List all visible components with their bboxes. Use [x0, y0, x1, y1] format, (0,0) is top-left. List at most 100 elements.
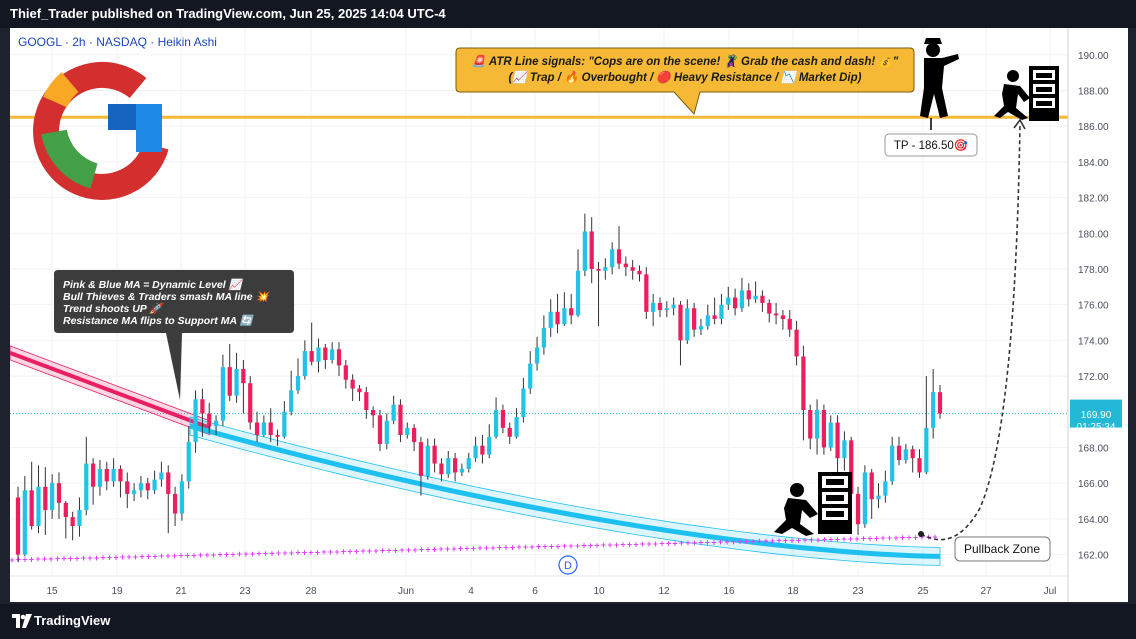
- dividend-marker[interactable]: D: [558, 555, 578, 575]
- candle-body: [179, 481, 185, 514]
- atr-dot: +: [341, 547, 346, 557]
- x-tick-label: 4: [468, 586, 474, 597]
- ma-note-line: Resistance MA flips to Support MA 🔄: [63, 314, 255, 327]
- candle-body: [56, 483, 62, 503]
- atr-dot: +: [620, 540, 625, 550]
- x-tick-label: 12: [658, 586, 670, 597]
- atr-dot: +: [315, 547, 320, 557]
- candle-body: [432, 445, 437, 464]
- atr-dot: +: [425, 545, 430, 555]
- candle-body: [514, 417, 519, 437]
- atr-dot: +: [191, 550, 196, 560]
- atr-dot: +: [107, 552, 112, 562]
- footer: TradingView: [0, 604, 1136, 639]
- thief-silhouette-pullback: [774, 472, 852, 536]
- atr-dot: +: [815, 535, 820, 545]
- atr-dot: +: [217, 550, 222, 560]
- atr-dot: +: [399, 545, 404, 555]
- candle-body: [582, 231, 587, 271]
- chart-area[interactable]: + + + + + + + + + + + + + + + + + + + + + + + + + + + + + + + + + + + + + + + +…: [9, 28, 1128, 602]
- atr-dot: +: [731, 537, 736, 547]
- x-tick-label: 19: [111, 586, 123, 597]
- atr-dot: +: [393, 545, 398, 555]
- candle-body: [596, 268, 601, 271]
- candle-body: [384, 420, 389, 444]
- candle-body: [664, 308, 669, 311]
- candle-body: [493, 409, 499, 437]
- candle-body: [931, 392, 936, 428]
- y-tick-label: 178.00: [1078, 265, 1109, 276]
- atr-dot: +: [893, 533, 898, 543]
- atr-dot: +: [120, 552, 125, 562]
- blue-ma-band: [189, 416, 941, 566]
- candle-body: [193, 399, 198, 443]
- atr-dot: +: [237, 549, 242, 559]
- candle-body: [589, 231, 594, 269]
- candle-body: [425, 445, 430, 477]
- atr-dot: +: [263, 549, 268, 559]
- atr-dot: +: [666, 539, 671, 549]
- candle-body: [15, 497, 21, 555]
- atr-dot: +: [601, 540, 606, 550]
- candle-body: [125, 481, 130, 494]
- chart-svg[interactable]: + + + + + + + + + + + + + + + + + + + + + + + + + + + + + + + + + + + + + + + +…: [9, 28, 1128, 602]
- x-tick-label: Jul: [1044, 586, 1057, 597]
- atr-dot: +: [711, 537, 716, 547]
- candle-body: [309, 351, 314, 362]
- atr-dot: +: [802, 535, 807, 545]
- atr-dot: +: [146, 551, 151, 561]
- atr-dot: +: [276, 548, 281, 558]
- atr-dot: +: [490, 543, 495, 553]
- atr-dot: +: [627, 539, 632, 549]
- y-tick-label: 184.00: [1078, 158, 1109, 169]
- atr-dot: +: [477, 543, 482, 553]
- atr-dot: +: [126, 552, 131, 562]
- atr-dot: +: [48, 554, 53, 564]
- candle-body: [207, 413, 212, 427]
- candle-body: [869, 472, 874, 500]
- atr-dot: +: [919, 532, 924, 542]
- candle-body: [644, 274, 649, 312]
- candle-body: [808, 409, 813, 439]
- candle-body: [36, 486, 41, 527]
- candle-body: [842, 440, 847, 459]
- atr-dot: +: [809, 535, 814, 545]
- y-tick-label: 166.00: [1078, 479, 1109, 490]
- candle-body: [138, 483, 144, 491]
- candle-body: [452, 458, 458, 473]
- candle-body: [548, 311, 553, 328]
- candle-body: [910, 449, 915, 459]
- atr-dot: +: [718, 537, 723, 547]
- candle-body: [172, 493, 178, 514]
- candle-body: [91, 463, 96, 487]
- candle-body: [118, 468, 123, 482]
- candle-body: [500, 409, 506, 428]
- candle-body: [521, 388, 526, 418]
- atr-dot: +: [198, 550, 203, 560]
- candle-body: [651, 302, 656, 312]
- candle-body: [767, 302, 772, 314]
- candle-body: [890, 445, 895, 482]
- atr-dot: +: [887, 533, 892, 543]
- atr-dot: +: [900, 533, 905, 543]
- candle-body: [534, 347, 540, 364]
- footer-brand: TradingView: [34, 613, 111, 628]
- candle-body: [903, 449, 908, 460]
- atr-dot: +: [308, 547, 313, 557]
- candle-body: [678, 304, 683, 341]
- blue-ma-line: [189, 423, 941, 559]
- candle-body: [70, 517, 75, 527]
- ma-note-line: Trend shoots UP 🚀: [63, 302, 165, 315]
- candle-body: [896, 445, 902, 460]
- candle-body: [562, 308, 567, 325]
- candle-body: [698, 326, 704, 330]
- x-tick-label: 16: [723, 586, 735, 597]
- atr-dot: +: [29, 554, 34, 564]
- atr-dot: +: [555, 541, 560, 551]
- atr-dot: +: [230, 549, 235, 559]
- candle-body: [357, 388, 362, 393]
- atr-dot: +: [835, 534, 840, 544]
- candle-body: [862, 472, 867, 525]
- thief-silhouette-target: [994, 66, 1059, 121]
- candle-body: [705, 315, 710, 327]
